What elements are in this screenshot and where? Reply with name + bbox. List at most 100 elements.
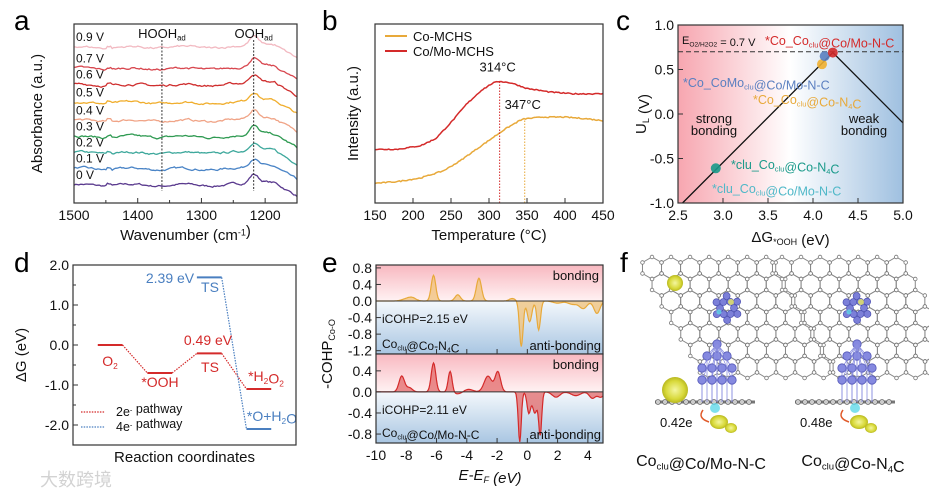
icohp-value: iCOHP=2.11 eV bbox=[382, 403, 467, 417]
x-tick-label: 250 bbox=[439, 207, 463, 223]
label-part: clu bbox=[775, 165, 785, 174]
carbon-atom bbox=[846, 326, 852, 331]
carbon-atom bbox=[735, 359, 741, 364]
label-part: Co bbox=[801, 453, 822, 470]
y-tick-label: 1.0 bbox=[50, 297, 70, 313]
cobalt-atom bbox=[837, 363, 847, 373]
bond bbox=[856, 343, 863, 381]
carbon-atom bbox=[718, 399, 724, 405]
carbon-atom bbox=[858, 399, 864, 405]
hexagon bbox=[924, 358, 929, 376]
carbon-atom bbox=[764, 342, 769, 348]
carbon-atom bbox=[830, 399, 836, 405]
carbon-atom bbox=[827, 359, 833, 364]
bond bbox=[716, 343, 733, 369]
carbon-atom bbox=[837, 399, 843, 405]
label-part: *clu_Co bbox=[731, 158, 775, 172]
ooh-charge-density bbox=[865, 423, 877, 433]
carbon-atom bbox=[697, 337, 703, 342]
x-tick-label: 450 bbox=[591, 207, 615, 223]
carbon-atom bbox=[865, 260, 870, 265]
carbon-atom bbox=[779, 276, 785, 282]
antibonding-label: anti-bonding bbox=[529, 338, 601, 353]
carbon-atom bbox=[837, 342, 842, 348]
bond bbox=[716, 343, 733, 381]
label-part: -COHP bbox=[319, 341, 336, 389]
cohp-area bbox=[376, 363, 603, 442]
carbon-atom bbox=[754, 337, 760, 342]
region-label: bonding bbox=[841, 123, 887, 138]
carbon-atom bbox=[865, 326, 871, 331]
carbon-atom bbox=[894, 276, 899, 282]
x-tick-label: 200 bbox=[401, 207, 425, 223]
carbon-atom bbox=[783, 353, 788, 359]
carbon-atom bbox=[687, 254, 693, 260]
cobalt-atom bbox=[727, 363, 737, 373]
carbon-atom bbox=[818, 309, 823, 315]
label-part: ad bbox=[177, 34, 186, 43]
carbon-atom bbox=[827, 337, 833, 342]
label-part: *clu_Co bbox=[712, 182, 756, 196]
cohp-curve bbox=[376, 361, 604, 442]
potential-label: 0.6 V bbox=[76, 68, 104, 82]
pathway-connector bbox=[122, 344, 148, 374]
bonding-region bbox=[376, 265, 603, 302]
cobalt-atom bbox=[863, 310, 872, 318]
label-part: *OOH bbox=[773, 237, 797, 247]
carbon-atom bbox=[818, 353, 823, 359]
cohp-area bbox=[376, 275, 603, 347]
label-part: clu bbox=[397, 433, 406, 442]
carbon-atom bbox=[725, 254, 731, 260]
carbon-atom bbox=[792, 337, 798, 342]
x-axis-label: Reaction coordinates bbox=[114, 449, 255, 466]
carbon-atom bbox=[846, 337, 852, 342]
point-label: *clu_Coclu​@Co/Mo-N-C bbox=[712, 182, 841, 198]
cobalt-atom bbox=[857, 363, 867, 373]
x-tick-label: 1300 bbox=[186, 207, 217, 223]
label-part: pathway bbox=[132, 417, 183, 431]
bond bbox=[716, 343, 723, 381]
carbon-atom bbox=[827, 260, 832, 265]
y-tick-label: 2.0 bbox=[50, 257, 70, 273]
carbon-atom bbox=[764, 320, 769, 326]
carbon-atom bbox=[697, 326, 702, 331]
cobalt-atom bbox=[837, 375, 847, 385]
label-part: ) bbox=[246, 223, 251, 240]
carbon-atom bbox=[744, 254, 750, 260]
data-point bbox=[817, 59, 827, 70]
cobalt-atom bbox=[717, 375, 727, 385]
barrier-label-4e: 2.39 eV bbox=[146, 270, 195, 286]
carbon-atom bbox=[745, 342, 750, 348]
x-tick-label: 300 bbox=[477, 207, 501, 223]
carbon-atom bbox=[683, 399, 689, 405]
carbon-atom bbox=[764, 353, 769, 359]
bond bbox=[841, 343, 858, 369]
y-tick-label: 0.0 bbox=[655, 106, 675, 122]
carbon-atom bbox=[827, 326, 832, 331]
label-part: Co bbox=[382, 337, 398, 351]
carbon-atom bbox=[754, 370, 760, 375]
x-tick-label: 4.0 bbox=[803, 207, 823, 223]
carbon-atom bbox=[913, 375, 918, 381]
carbon-atom bbox=[802, 342, 807, 348]
y-tick-label: 0.8 bbox=[353, 260, 373, 276]
carbon-atom bbox=[706, 276, 712, 282]
legend-label: 2e-​ pathway bbox=[116, 402, 183, 419]
label-part: O bbox=[268, 371, 279, 387]
carbon-atom bbox=[688, 320, 693, 326]
bond bbox=[701, 343, 718, 381]
pathway-connector bbox=[221, 277, 248, 430]
x-tick-label: -4 bbox=[461, 447, 474, 463]
carbon-atom bbox=[649, 276, 655, 282]
x-tick-label: 1500 bbox=[58, 207, 89, 223]
carbon-atom bbox=[697, 293, 702, 298]
potential-label: 0.2 V bbox=[76, 136, 104, 150]
carbon-atom bbox=[764, 276, 769, 282]
plot-frame bbox=[73, 23, 298, 204]
carbon-atom bbox=[707, 309, 712, 315]
charge-density bbox=[710, 403, 720, 413]
carbon-atom bbox=[913, 309, 918, 315]
carbon-atom bbox=[655, 399, 661, 405]
